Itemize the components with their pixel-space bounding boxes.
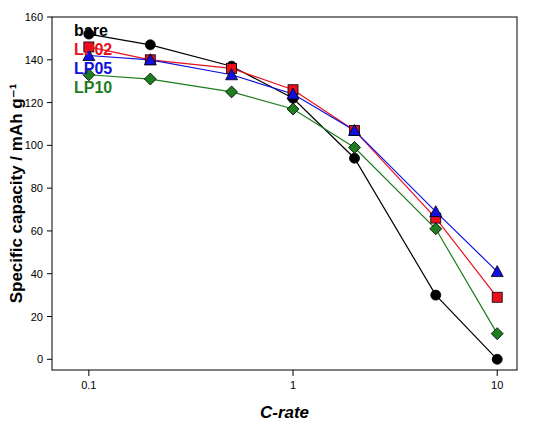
legend-entry: LP05: [74, 60, 112, 77]
data-point: [348, 124, 360, 135]
data-point: [144, 73, 156, 85]
data-point: [491, 266, 503, 277]
y-tick: [47, 188, 52, 189]
y-tick-label: 0: [37, 353, 43, 365]
y-tick: [47, 316, 52, 317]
plot-area: [83, 29, 503, 364]
data-point: [348, 142, 360, 154]
legend-entry: LP02: [74, 41, 112, 58]
y-tick-label: 20: [31, 311, 43, 323]
data-point: [492, 354, 502, 364]
x-tick: [88, 370, 89, 376]
y-tick-label: 120: [25, 97, 43, 109]
legend: bare LP02 LP05 LP10: [74, 22, 112, 96]
y-tick-label: 140: [25, 54, 43, 66]
data-point: [491, 328, 503, 340]
data-point: [145, 40, 155, 50]
data-point: [144, 54, 156, 65]
y-tick-label: 80: [31, 182, 43, 194]
y-tick: [47, 102, 52, 103]
data-point: [431, 290, 441, 300]
y-tick: [47, 230, 52, 231]
x-tick-label: 0.1: [81, 379, 96, 391]
y-tick: [47, 59, 52, 60]
y-tick: [47, 145, 52, 146]
data-point: [349, 153, 359, 163]
data-point: [226, 69, 238, 80]
data-point: [226, 86, 238, 98]
series-line: [89, 56, 497, 272]
y-tick: [47, 17, 52, 18]
series-line: [89, 75, 497, 334]
series-line: [89, 47, 497, 297]
data-point: [430, 223, 442, 235]
data-point: [492, 292, 502, 302]
data-point: [349, 125, 359, 135]
data-point: [430, 206, 442, 217]
data-point: [287, 103, 299, 115]
x-tick: [497, 370, 498, 376]
y-tick-label: 60: [31, 225, 43, 237]
y-tick-label: 40: [31, 268, 43, 280]
data-point: [287, 88, 299, 99]
plot-frame: [52, 17, 517, 370]
y-axis-label: Specific capacity / mAh g⁻¹: [7, 83, 26, 303]
chart: 0 20 40 60 80 100 120 140 160 0.1 1 10 C-rate Specifi…: [0, 0, 560, 432]
x-tick-label: 10: [491, 379, 503, 391]
y-tick: [47, 273, 52, 274]
x-axis-label: C-rate: [260, 403, 309, 422]
x-tick: [293, 370, 294, 376]
data-point: [145, 55, 155, 65]
legend-entry: bare: [74, 22, 108, 39]
y-tick-label: 160: [25, 11, 43, 23]
series-line: [89, 34, 497, 359]
y-tick: [47, 359, 52, 360]
x-tick-label: 1: [290, 379, 296, 391]
y-tick-label: 100: [25, 139, 43, 151]
legend-entry: LP10: [74, 79, 112, 96]
